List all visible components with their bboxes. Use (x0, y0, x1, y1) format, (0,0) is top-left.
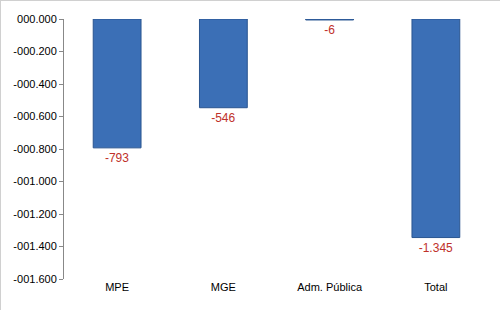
svg-text:Adm. Pública: Adm. Pública (297, 281, 363, 293)
svg-text:-001.200: -001.200 (13, 208, 56, 220)
svg-text:-546: -546 (211, 111, 235, 125)
svg-text:-000.200: -000.200 (13, 45, 56, 57)
svg-text:-000.800: -000.800 (13, 143, 56, 155)
svg-text:-001.400: -001.400 (13, 240, 56, 252)
svg-text:Total: Total (424, 281, 447, 293)
svg-text:000.000: 000.000 (17, 13, 57, 25)
svg-text:MGE: MGE (211, 281, 236, 293)
svg-text:-6: -6 (324, 23, 335, 37)
svg-text:-001.600: -001.600 (13, 273, 56, 285)
svg-text:-1.345: -1.345 (419, 241, 453, 255)
svg-text:-001.000: -001.000 (13, 175, 56, 187)
svg-text:MPE: MPE (105, 281, 129, 293)
svg-text:-000.400: -000.400 (13, 78, 56, 90)
svg-text:-000.600: -000.600 (13, 110, 56, 122)
svg-text:-793: -793 (105, 151, 129, 165)
